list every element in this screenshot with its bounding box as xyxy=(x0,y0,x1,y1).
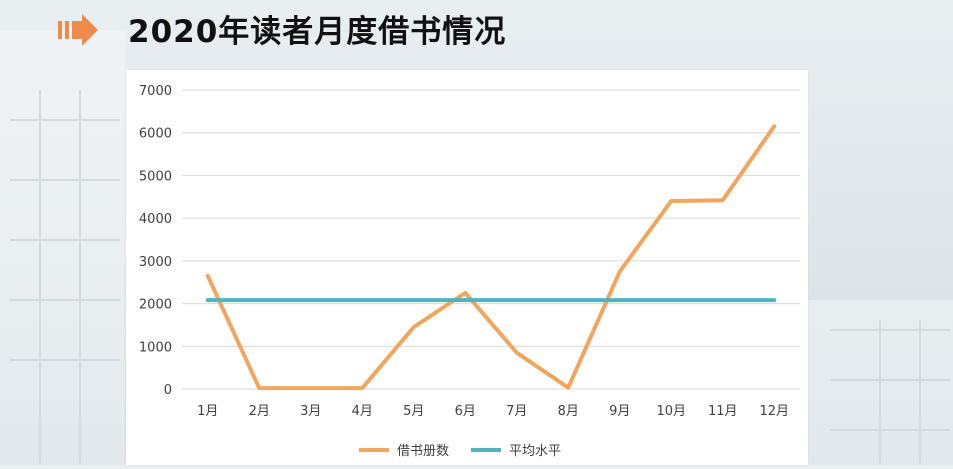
chart-card: 0 1000 2000 3000 4000 5000 6000 7000 1月 2月 3月 4月 5月… xyxy=(126,70,808,465)
y-tick-label: 3000 xyxy=(139,255,172,270)
legend: 借书册数 平均水平 xyxy=(359,444,561,459)
x-tick-label: 1月 xyxy=(197,404,218,419)
legend-item-average: 平均水平 xyxy=(471,444,561,459)
y-axis-ticks: 0 1000 2000 3000 4000 5000 6000 7000 xyxy=(139,84,172,398)
books-borrowed-line xyxy=(205,124,777,391)
line-chart: 0 1000 2000 3000 4000 5000 6000 7000 1月 2月 3月 4月 5月… xyxy=(139,84,800,459)
x-tick-label: 3月 xyxy=(300,404,321,419)
x-tick-label: 9月 xyxy=(609,404,630,419)
y-tick-label: 7000 xyxy=(139,84,172,99)
arrow-right-icon xyxy=(58,14,98,46)
page-title: 2020年读者月度借书情况 xyxy=(128,14,507,50)
x-tick-label: 4月 xyxy=(352,404,373,419)
x-axis-ticks: 1月 2月 3月 4月 5月 6月 7月 8月 9月 10月 11月 12月 xyxy=(197,404,789,419)
x-tick-label: 11月 xyxy=(708,404,738,419)
legend-item-books: 借书册数 xyxy=(359,444,449,459)
x-tick-label: 7月 xyxy=(506,404,527,419)
x-tick-label: 2月 xyxy=(249,404,270,419)
legend-label: 借书册数 xyxy=(397,444,449,459)
series-lines xyxy=(205,124,777,391)
y-tick-label: 6000 xyxy=(139,127,172,142)
x-tick-label: 5月 xyxy=(403,404,424,419)
y-tick-label: 5000 xyxy=(139,169,172,184)
x-tick-label: 10月 xyxy=(656,404,686,419)
legend-label: 平均水平 xyxy=(509,444,561,459)
grid-lines xyxy=(182,89,800,390)
x-tick-label: 6月 xyxy=(455,404,476,419)
x-tick-label: 8月 xyxy=(558,404,579,419)
y-tick-label: 4000 xyxy=(139,212,172,227)
y-tick-label: 1000 xyxy=(139,340,172,355)
x-tick-label: 12月 xyxy=(759,404,789,419)
y-tick-label: 2000 xyxy=(139,298,172,313)
y-tick-label: 0 xyxy=(164,383,172,398)
